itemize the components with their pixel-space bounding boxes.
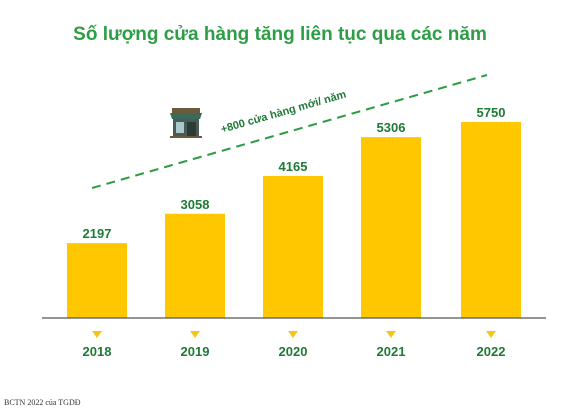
source-note: BCTN 2022 của TGDĐ (4, 398, 81, 407)
bar-2021 (361, 137, 421, 318)
value-label-2022: 5750 (477, 105, 506, 120)
year-marker-2022 (486, 331, 496, 338)
year-markers-group (92, 331, 496, 338)
bar-2022 (461, 122, 521, 318)
value-labels-group: 2197 3058 4165 5306 5750 (83, 105, 506, 241)
bar-2019 (165, 213, 225, 318)
year-label-2018: 2018 (83, 344, 112, 359)
year-label-2020: 2020 (279, 344, 308, 359)
chart-title: Số lượng cửa hàng tăng liên tục qua các … (73, 24, 487, 45)
year-labels-group: 2018 2019 2020 2021 2022 (83, 344, 506, 359)
bar-2018 (67, 243, 127, 318)
store-icon (170, 108, 202, 138)
trend-line (91, 74, 488, 189)
year-marker-2019 (190, 331, 200, 338)
year-label-2021: 2021 (377, 344, 406, 359)
year-marker-2018 (92, 331, 102, 338)
value-label-2019: 3058 (181, 197, 210, 212)
value-label-2020: 4165 (279, 159, 308, 174)
year-marker-2020 (288, 331, 298, 338)
bars-group (67, 122, 521, 318)
annotation-text: +800 cửa hàng mới/ năm (220, 89, 348, 136)
year-marker-2021 (386, 331, 396, 338)
value-label-2021: 5306 (377, 120, 406, 135)
year-label-2022: 2022 (477, 344, 506, 359)
value-label-2018: 2197 (83, 226, 112, 241)
bar-2020 (263, 176, 323, 318)
year-label-2019: 2019 (181, 344, 210, 359)
